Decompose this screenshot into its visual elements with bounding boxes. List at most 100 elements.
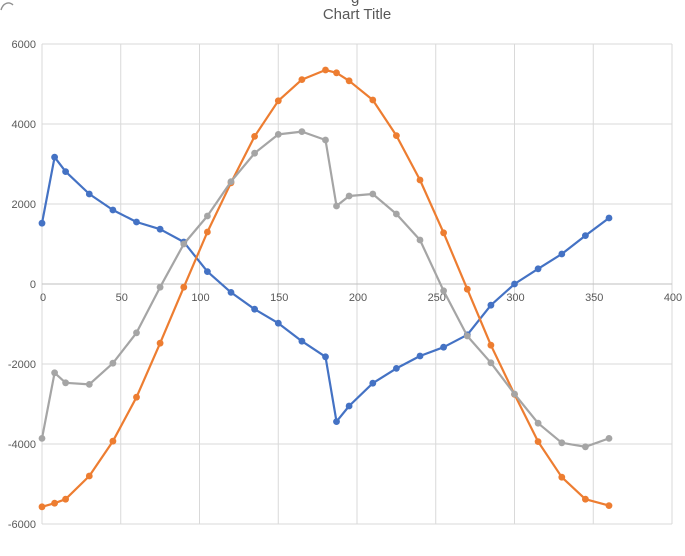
data-point-orange: [109, 437, 117, 445]
data-point-orange: [582, 495, 589, 503]
series-line-gray: [40, 130, 611, 448]
data-point-orange: [156, 339, 164, 347]
data-point-gray: [558, 439, 566, 447]
data-point-gray: [62, 379, 69, 387]
data-point-orange: [38, 503, 46, 511]
data-point-gray: [322, 136, 329, 144]
data-point-blue: [251, 305, 258, 313]
data-point-gray: [274, 131, 282, 138]
data-point-orange: [416, 176, 424, 184]
data-point-blue: [534, 265, 542, 273]
data-point-blue: [322, 353, 329, 361]
data-point-gray: [511, 390, 518, 398]
data-point-blue: [51, 153, 58, 161]
data-point-gray: [534, 419, 542, 427]
data-point-blue: [393, 365, 400, 372]
data-point-orange: [133, 393, 140, 401]
data-point-orange: [369, 96, 377, 104]
data-point-blue: [582, 232, 589, 240]
data-point-gray: [440, 287, 447, 295]
data-point-orange: [605, 502, 613, 509]
data-point-blue: [204, 268, 211, 275]
y-axis-tick-label: 2000: [12, 199, 36, 211]
data-point-orange: [487, 341, 495, 349]
data-point-gray: [345, 192, 353, 200]
data-point-blue: [85, 190, 93, 198]
data-point-blue: [298, 337, 306, 345]
data-point-orange: [180, 283, 188, 291]
data-point-gray: [333, 202, 340, 210]
x-axis-tick-label: 250: [428, 292, 446, 304]
data-point-blue: [605, 214, 613, 222]
data-point-gray: [227, 178, 235, 186]
data-point-gray: [463, 332, 471, 340]
x-axis-tick-label: 50: [116, 292, 128, 304]
data-point-orange: [558, 473, 566, 481]
data-point-blue: [133, 218, 140, 226]
data-point-orange: [534, 438, 542, 445]
cropped-artifact-curve: [0, 2, 14, 11]
data-point-gray: [393, 210, 400, 218]
data-point-blue: [440, 343, 447, 351]
chart-title: Chart Title: [322, 6, 392, 23]
x-axis-tick-label: 350: [585, 292, 603, 304]
series-line-orange: [40, 68, 611, 508]
data-point-gray: [85, 381, 93, 388]
cropped-text-fragment-top: g: [351, 0, 369, 8]
data-point-orange: [251, 133, 258, 140]
x-axis-tick-label: 300: [506, 292, 524, 304]
x-axis-tick-label: 100: [191, 292, 209, 304]
series-line-blue: [40, 156, 611, 423]
data-point-orange: [274, 97, 282, 105]
data-point-blue: [511, 280, 518, 288]
data-point-orange: [322, 66, 329, 74]
data-point-blue: [345, 402, 353, 410]
data-point-orange: [51, 499, 58, 507]
data-point-orange: [440, 229, 447, 237]
cropped-text-fragment-left: 0: [0, 276, 4, 289]
data-point-blue: [333, 418, 340, 425]
data-point-blue: [558, 250, 566, 258]
data-point-gray: [369, 190, 377, 198]
data-point-gray: [416, 236, 424, 244]
data-point-gray: [605, 435, 613, 442]
x-axis-tick-label: 150: [270, 292, 288, 304]
y-axis-tick-label: -6000: [8, 519, 36, 531]
data-point-blue: [62, 168, 69, 176]
data-point-gray: [133, 329, 140, 337]
data-point-blue: [487, 301, 495, 309]
data-point-gray: [109, 359, 117, 367]
y-axis-tick-label: 6000: [12, 39, 36, 51]
data-point-blue: [109, 206, 117, 214]
data-point-blue: [369, 379, 377, 387]
data-point-gray: [251, 149, 258, 157]
data-point-orange: [333, 69, 340, 77]
data-point-gray: [156, 283, 164, 291]
data-point-orange: [345, 77, 353, 85]
data-point-gray: [204, 212, 211, 220]
y-axis-tick-label: -4000: [8, 439, 36, 451]
data-point-blue: [274, 319, 282, 327]
y-axis-tick-label: 0: [30, 279, 36, 291]
y-axis-tick-label: 4000: [12, 119, 36, 131]
data-point-blue: [38, 219, 46, 227]
data-point-blue: [227, 289, 235, 296]
data-point-gray: [38, 435, 46, 442]
y-axis-tick-label: -2000: [8, 359, 36, 371]
data-point-gray: [582, 443, 589, 451]
data-point-orange: [393, 132, 400, 140]
data-point-gray: [487, 359, 495, 367]
data-point-blue: [416, 352, 424, 360]
data-point-orange: [298, 76, 306, 83]
x-axis-tick-label: 0: [40, 292, 46, 304]
x-axis-tick-label: 400: [664, 292, 682, 304]
data-point-orange: [62, 495, 69, 503]
data-point-gray: [180, 240, 188, 248]
data-point-gray: [298, 128, 306, 136]
data-point-orange: [463, 285, 471, 293]
data-point-blue: [156, 225, 164, 233]
data-point-orange: [85, 472, 93, 480]
data-point-orange: [204, 228, 211, 236]
